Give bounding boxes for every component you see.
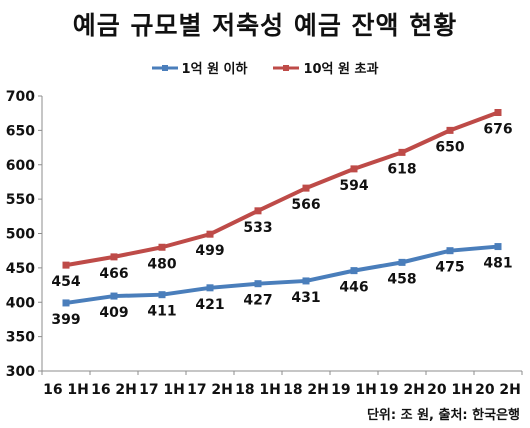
data-label: 466 xyxy=(99,266,128,282)
data-point-marker xyxy=(254,207,262,215)
data-point-marker xyxy=(110,292,118,300)
data-point-marker xyxy=(110,253,118,261)
data-point-marker xyxy=(350,165,358,173)
x-tick-label: 20 2H xyxy=(475,382,521,398)
data-label: 399 xyxy=(51,312,80,328)
data-point-marker xyxy=(398,258,406,266)
data-label: 409 xyxy=(99,305,128,321)
data-label: 533 xyxy=(243,220,272,236)
data-label: 618 xyxy=(387,161,416,177)
x-tick-label: 16 1H xyxy=(43,382,89,398)
data-point-marker xyxy=(446,247,454,255)
legend-label-series-1: 1억 원 이하 xyxy=(181,62,248,77)
data-point-marker xyxy=(302,277,310,285)
legend-item-series-2: 10억 원 초과 xyxy=(273,58,378,77)
x-tick-label: 17 1H xyxy=(139,382,185,398)
data-label: 458 xyxy=(387,271,416,287)
x-tick-label: 20 1H xyxy=(427,382,473,398)
y-tick-label: 650 xyxy=(6,123,35,139)
y-tick-label: 600 xyxy=(6,158,35,174)
data-label: 454 xyxy=(51,274,80,290)
data-label: 411 xyxy=(147,304,176,320)
legend-item-series-1: 1억 원 이하 xyxy=(151,58,248,77)
data-label: 499 xyxy=(195,243,224,259)
y-tick-label: 450 xyxy=(6,261,35,277)
series-line-1 xyxy=(64,244,500,305)
data-point-marker xyxy=(158,291,166,299)
y-tick-label: 400 xyxy=(6,295,35,311)
data-point-marker xyxy=(494,243,502,251)
data-point-marker xyxy=(62,299,70,307)
data-label: 566 xyxy=(291,197,320,213)
y-tick-label: 350 xyxy=(6,330,35,346)
chart-legend: 1억 원 이하 10억 원 초과 xyxy=(0,58,530,77)
data-point-marker xyxy=(158,243,166,251)
x-tick-label: 17 2H xyxy=(187,382,233,398)
y-tick-label: 300 xyxy=(6,364,35,380)
data-label: 480 xyxy=(147,256,176,272)
data-point-marker xyxy=(254,280,262,288)
y-tick-label: 500 xyxy=(6,227,35,243)
data-label: 427 xyxy=(243,293,272,309)
unit-source-note: 단위: 조 원, 출처: 한국은행 xyxy=(366,408,520,423)
data-point-marker xyxy=(206,284,214,292)
x-tick-label: 16 2H xyxy=(91,382,137,398)
y-tick-label: 550 xyxy=(6,192,35,208)
data-point-marker xyxy=(398,148,406,156)
x-tick-label: 18 2H xyxy=(283,382,329,398)
data-label: 421 xyxy=(195,297,224,313)
data-label: 676 xyxy=(483,122,512,138)
chart-title: 예금 규모별 저축성 예금 잔액 현황 xyxy=(72,11,458,40)
data-label: 481 xyxy=(483,256,512,272)
data-label: 594 xyxy=(339,178,368,194)
data-point-marker xyxy=(302,184,310,192)
data-label: 431 xyxy=(291,290,320,306)
data-point-marker xyxy=(350,267,358,275)
x-tick-label: 18 1H xyxy=(235,382,281,398)
data-point-marker xyxy=(206,230,214,238)
x-tick-label: 19 1H xyxy=(331,382,377,398)
y-tick-label: 700 xyxy=(6,89,35,105)
x-tick-label: 19 2H xyxy=(379,382,425,398)
data-point-marker xyxy=(62,261,70,269)
data-label: 650 xyxy=(435,139,464,155)
data-point-marker xyxy=(446,126,454,134)
data-label: 475 xyxy=(435,260,464,276)
series-line-2 xyxy=(64,110,500,268)
legend-swatch-series-1 xyxy=(151,64,178,71)
legend-label-series-2: 10억 원 초과 xyxy=(303,62,379,77)
data-point-marker xyxy=(494,109,502,116)
data-label: 446 xyxy=(339,280,368,296)
legend-swatch-series-2 xyxy=(273,64,300,71)
